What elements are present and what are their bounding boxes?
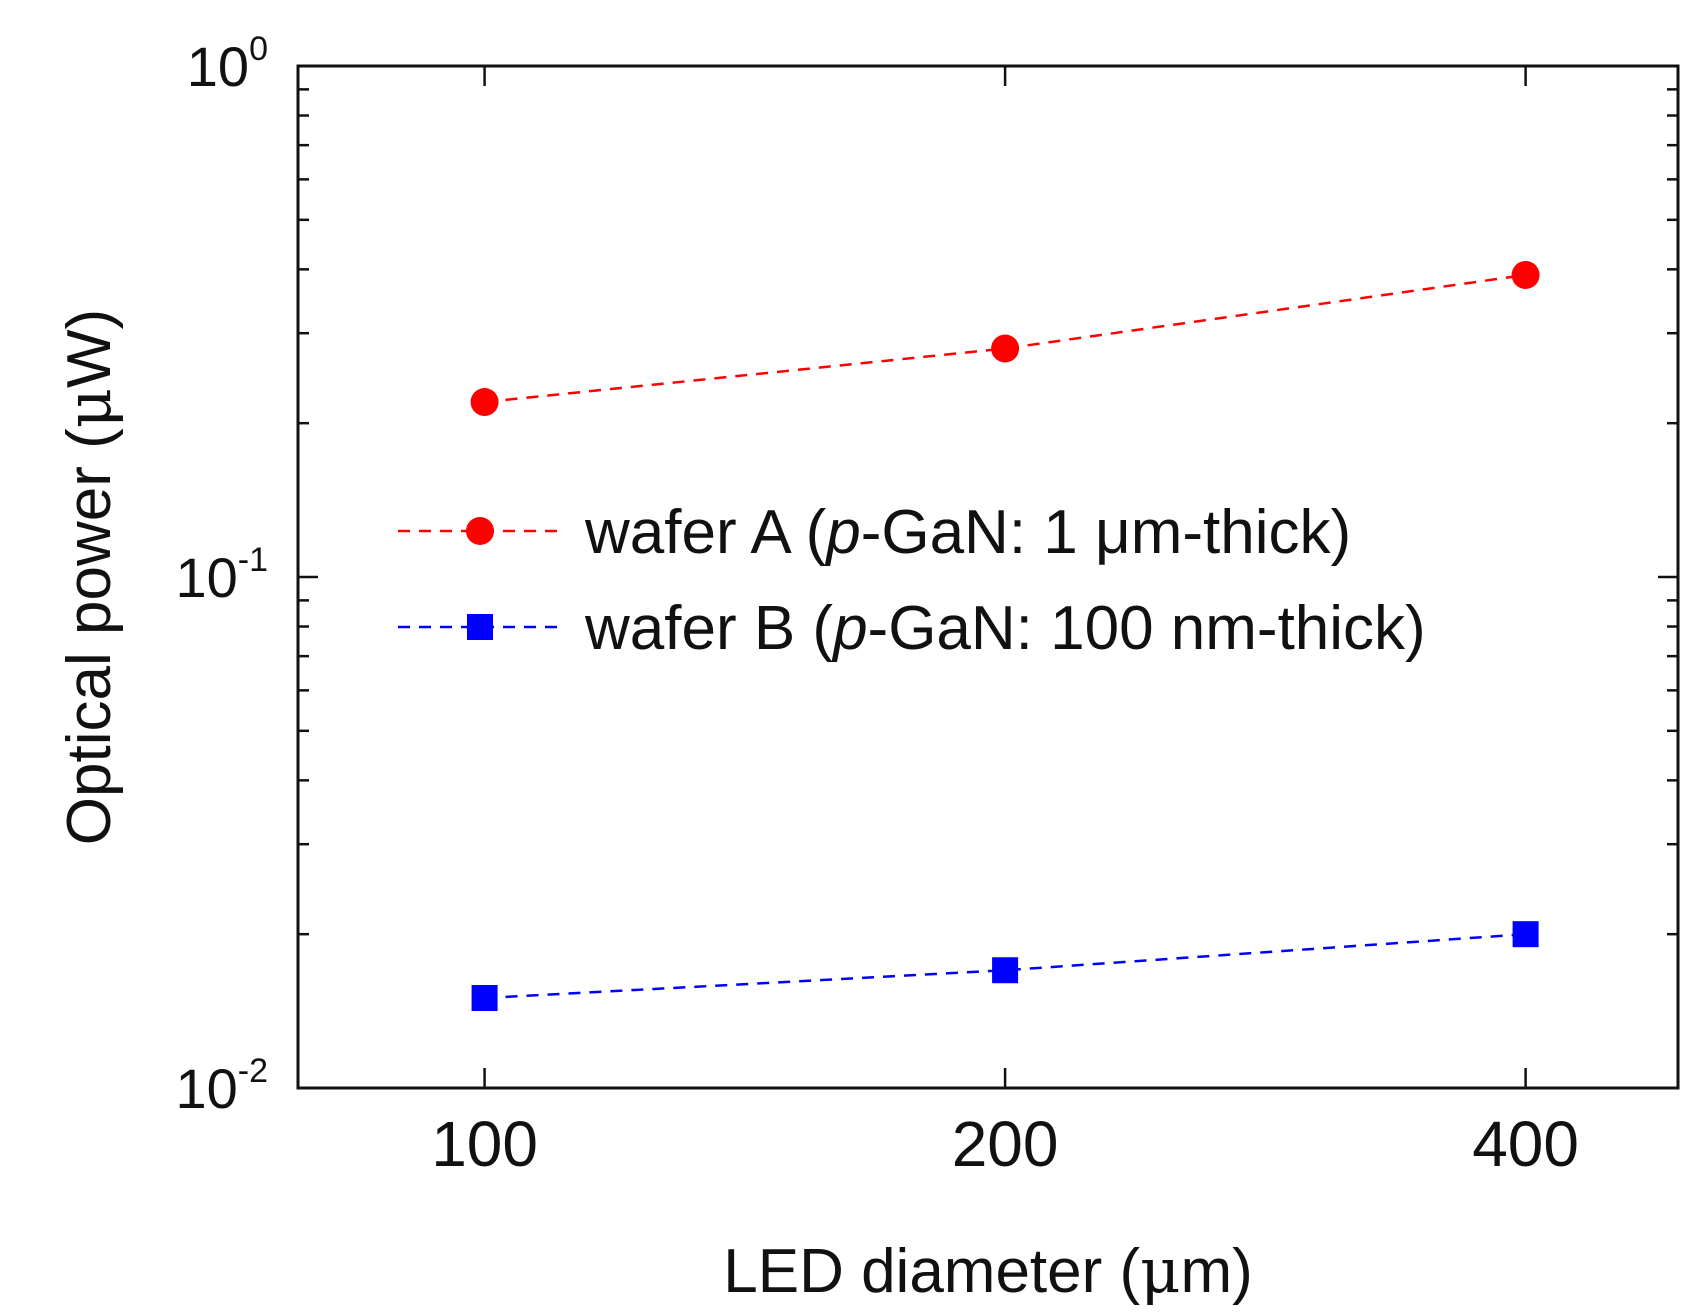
y-axis-label: Optical power (μW) bbox=[52, 309, 125, 845]
plot-frame bbox=[296, 64, 1680, 1090]
y-tick-label: 10-1 bbox=[175, 541, 268, 609]
x-axis-tick-labels: 100 200 400 bbox=[431, 1108, 1579, 1180]
legend-label: wafer B (p-GaN: 100 nm-thick) bbox=[584, 594, 1426, 663]
y-tick-label: 100 bbox=[187, 30, 268, 98]
x-axis-label: LED diameter (μm) bbox=[723, 1234, 1253, 1307]
data-point bbox=[992, 957, 1019, 984]
x-tick-label: 100 bbox=[431, 1108, 538, 1180]
y-axis-ticks bbox=[298, 88, 1678, 1090]
data-point bbox=[991, 334, 1020, 363]
data-point bbox=[1511, 260, 1540, 289]
legend-label: wafer A (p-GaN: 1 μm-thick) bbox=[584, 498, 1351, 567]
series-layer bbox=[470, 260, 1540, 1012]
data-point bbox=[470, 388, 499, 417]
series-line-wafer-a bbox=[484, 273, 1526, 404]
legend-marker bbox=[467, 614, 493, 640]
x-axis-ticks bbox=[483, 66, 1527, 1088]
x-tick-label: 200 bbox=[952, 1108, 1059, 1180]
y-axis-tick-labels: 100 10-1 10-2 bbox=[175, 30, 268, 1120]
data-point bbox=[1512, 921, 1539, 948]
x-tick-label: 400 bbox=[1472, 1108, 1579, 1180]
legend-marker bbox=[466, 517, 494, 545]
series-line-wafer-b bbox=[484, 932, 1526, 1000]
legend: wafer A (p-GaN: 1 μm-thick) wafer B (p-Ga… bbox=[398, 498, 1426, 663]
y-tick-label: 10-2 bbox=[175, 1052, 268, 1120]
data-point bbox=[471, 985, 498, 1012]
